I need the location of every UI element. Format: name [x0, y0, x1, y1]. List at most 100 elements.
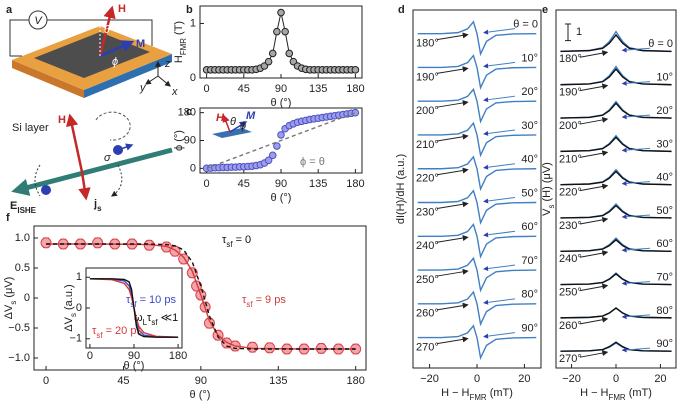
trace-label: 220° — [416, 173, 439, 185]
label-part: = 10 ps — [137, 294, 177, 306]
y-axis-label: Vs (H) (μV) — [541, 162, 556, 216]
panel-a-diagram: a V H M θ ϕ z y x Si layer H σ EISHE j — [6, 3, 178, 215]
label-part: s — [97, 204, 102, 213]
layer-label: Si layer — [12, 122, 49, 134]
data-point — [268, 49, 277, 58]
trace-label: 30° — [521, 120, 538, 132]
series-line — [560, 68, 672, 86]
spin — [41, 185, 51, 195]
x-axis-label: θ (°) — [271, 192, 292, 204]
theta-label: θ — [104, 24, 110, 36]
series-line — [46, 243, 356, 350]
series-line — [417, 324, 537, 361]
h-arrow — [65, 113, 84, 173]
panel-label: e — [542, 4, 548, 16]
trace-arrow — [483, 332, 516, 339]
js-label: js — [93, 198, 102, 213]
axis-y-label: y — [139, 82, 147, 94]
label-part: τ — [92, 325, 97, 337]
label-part: ISHE — [17, 206, 36, 215]
x-axis-label: H − HFMR (mT) — [441, 387, 513, 402]
trace-arrow — [483, 197, 516, 204]
x-tick-label: 90 — [275, 83, 287, 95]
label-part: E — [10, 200, 17, 212]
data-point — [273, 142, 281, 150]
trace-label: 20° — [656, 105, 673, 117]
axis-y — [145, 75, 159, 85]
trace-arrow — [621, 280, 651, 286]
trace-arrow — [579, 150, 609, 158]
data-point — [246, 341, 258, 353]
x-tick-label: 0 — [474, 373, 480, 385]
label-part: ω — [134, 312, 143, 324]
label-part: sf — [96, 331, 103, 340]
trace-label: 70° — [521, 255, 538, 267]
label-part: ΔV — [63, 316, 75, 331]
x-tick-label: 0 — [87, 350, 93, 362]
series-label: τsf = 9 ps — [242, 294, 286, 309]
trace-label: θ = 0 — [648, 38, 673, 50]
series-line — [560, 341, 672, 352]
x-tick-label: 0 — [613, 373, 619, 385]
y-tick-label: 0 — [24, 292, 30, 304]
label-part: H − H — [580, 387, 608, 399]
data-point — [351, 108, 360, 117]
trace-arrow — [621, 47, 651, 53]
label-part: sf — [246, 300, 253, 309]
trace-arrow — [436, 167, 469, 176]
series-line — [206, 111, 356, 170]
trace-label: 190° — [559, 87, 582, 99]
series-label: ωLτsf ≪1 — [134, 312, 178, 327]
label-part: s — [9, 301, 18, 305]
label-part: = 20 ps — [103, 325, 143, 337]
data-point — [268, 151, 277, 160]
trace-label: 60° — [521, 221, 538, 233]
trace-arrow — [483, 28, 516, 35]
series-line — [417, 54, 537, 90]
sigma-label: σ — [104, 152, 111, 164]
label-part: (T) — [173, 21, 185, 38]
trace-label: 240° — [416, 240, 439, 252]
trace-label: 260° — [416, 308, 439, 320]
label-part: H — [173, 55, 185, 63]
series-line — [560, 204, 672, 219]
trace-arrow — [483, 230, 516, 238]
label-part: j — [93, 198, 97, 210]
series-line — [560, 342, 672, 352]
data-point — [264, 342, 276, 354]
x-axis-label: θ (°) — [271, 97, 292, 109]
x-tick-label: 0 — [204, 178, 210, 190]
y-tick-label: 0 — [190, 72, 196, 84]
y-tick-label: 1 — [76, 271, 82, 283]
data-point — [264, 57, 273, 66]
label-part: FMR — [179, 38, 188, 55]
series-label: ϕ = θ — [300, 156, 325, 168]
x-tick-label: 45 — [238, 83, 250, 95]
trace-label: 190° — [416, 71, 439, 83]
voltmeter — [28, 10, 48, 30]
trace-arrow — [436, 268, 469, 277]
trace-label: 260° — [559, 320, 582, 332]
panel-label: b — [186, 4, 193, 16]
inset-label: θ — [230, 116, 236, 128]
x-axis-label: θ (°) — [124, 360, 145, 372]
trace-label: 10° — [521, 52, 538, 64]
x-tick-label: 180 — [346, 178, 364, 190]
series-line — [417, 256, 537, 293]
trace-label: 70° — [656, 271, 673, 283]
label-part: τ — [222, 234, 227, 246]
trace-arrow — [579, 183, 609, 192]
label-part: ≪1 — [158, 312, 179, 324]
label-part: τ — [147, 312, 152, 324]
trace-arrow — [483, 163, 516, 170]
trace-label: 90° — [521, 323, 538, 335]
voltmeter-label: V — [34, 15, 43, 27]
label-part: s — [547, 205, 556, 209]
trace-arrow — [436, 133, 469, 142]
m-arrow — [99, 40, 135, 58]
data-point — [40, 237, 52, 249]
label-part: V — [541, 208, 553, 216]
y-tick-label: 90 — [184, 134, 196, 146]
trace-arrow — [621, 80, 651, 86]
